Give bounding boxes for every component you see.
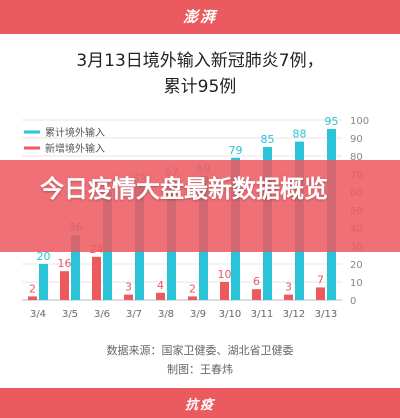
x-tick-label: 3/7 — [126, 309, 142, 320]
x-tick-label: 3/13 — [315, 309, 337, 320]
bar-new-imported — [316, 287, 325, 300]
y-tick-label: 80 — [350, 152, 363, 163]
data-label-cumulative: 95 — [325, 115, 339, 128]
bar-new-imported — [92, 256, 101, 300]
footer-label: 抗疫 — [184, 398, 215, 413]
x-tick-label: 3/12 — [283, 309, 305, 320]
bar-new-imported — [60, 271, 69, 300]
brand-logo: 澎湃 — [182, 8, 217, 26]
x-tick-label: 3/10 — [219, 309, 241, 320]
data-label-cumulative: 79 — [229, 144, 243, 157]
y-tick-label: 0 — [350, 296, 356, 307]
x-tick-label: 3/9 — [190, 309, 206, 320]
data-label-cumulative: 88 — [293, 128, 307, 141]
bar-new-imported — [252, 289, 261, 300]
x-tick-label: 3/11 — [251, 309, 273, 320]
banner-text: 今日疫情大盘最新数据概览 — [40, 175, 328, 203]
footer-bar — [0, 388, 400, 418]
chart-title: 3月13日境外输入新冠肺炎7例， 累计95例 — [0, 48, 400, 100]
chart-title-line-2: 累计95例 — [163, 77, 237, 97]
x-tick-label: 3/6 — [94, 309, 110, 320]
x-tick-label: 3/5 — [62, 309, 78, 320]
data-label-new: 6 — [253, 275, 260, 288]
bar-new-imported — [188, 296, 197, 300]
data-label-new: 3 — [125, 281, 132, 294]
header-bar — [0, 0, 400, 34]
x-tick-label: 3/4 — [30, 309, 46, 320]
data-label-new: 2 — [189, 282, 196, 295]
producer-note: 制图：王春炜 — [167, 363, 233, 376]
bar-new-imported — [28, 296, 37, 300]
data-label-cumulative: 85 — [261, 133, 275, 146]
y-tick-label: 100 — [350, 116, 369, 127]
legend-label: 累计境外输入 — [45, 126, 105, 139]
data-label-cumulative: 20 — [37, 250, 51, 263]
data-label-new: 7 — [317, 273, 324, 286]
x-tick-label: 3/8 — [158, 309, 174, 320]
bar-new-imported — [156, 292, 165, 300]
data-label-new: 2 — [29, 282, 36, 295]
bar-cumulative-imported — [39, 264, 48, 300]
bar-new-imported — [124, 294, 133, 300]
data-label-new: 3 — [285, 281, 292, 294]
y-tick-label: 90 — [350, 134, 363, 145]
bar-new-imported — [284, 294, 293, 300]
data-label-new: 16 — [58, 257, 72, 270]
bar-cumulative-imported — [71, 235, 80, 300]
headline-banner: 今日疫情大盘最新数据概览 — [0, 160, 400, 252]
chart-title-line-1: 3月13日境外输入新冠肺炎7例， — [76, 51, 324, 71]
bar-new-imported — [220, 282, 229, 300]
data-label-new: 10 — [218, 268, 232, 281]
source-note: 数据来源：国家卫健委、湖北省卫健委 — [106, 344, 294, 357]
legend-label: 新增境外输入 — [45, 142, 105, 155]
y-tick-label: 20 — [350, 260, 363, 271]
y-tick-label: 10 — [350, 278, 363, 289]
data-label-new: 4 — [157, 279, 164, 292]
